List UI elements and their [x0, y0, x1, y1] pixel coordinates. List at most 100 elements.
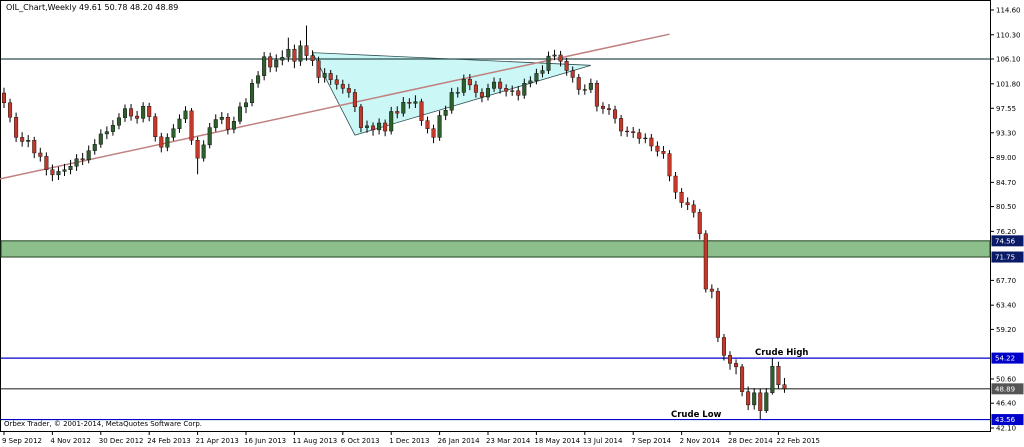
candle-body [431, 128, 436, 138]
candle-body [540, 70, 545, 74]
candle-body [74, 158, 79, 167]
candle-body [473, 84, 478, 93]
candle-body [116, 117, 121, 126]
candle-body [207, 127, 212, 146]
candle-body [443, 110, 448, 116]
candle-body [292, 48, 297, 62]
candle-body [129, 108, 134, 117]
candle-body [322, 73, 327, 78]
candle-body [86, 150, 91, 161]
candle-body [365, 125, 370, 128]
candle-body [413, 101, 418, 104]
candle-body [141, 106, 146, 119]
candle-body [274, 59, 279, 68]
price-box [991, 414, 1024, 426]
x-tick-label: 11 Aug 2013 [292, 437, 337, 445]
y-tick-label: 42.10 [996, 424, 1016, 432]
candle-body [56, 171, 61, 176]
candle-body [752, 392, 757, 406]
candle-body [546, 55, 551, 71]
candle-body [110, 125, 115, 132]
candle-body [570, 70, 575, 78]
y-tick-label: 67.70 [996, 277, 1016, 285]
candle-body [401, 102, 406, 114]
candle-body [504, 88, 509, 92]
candle-body [770, 366, 775, 394]
candle-body [516, 90, 521, 96]
candle-body [298, 45, 303, 62]
candle-body [201, 144, 206, 159]
candle-body [613, 109, 618, 119]
price-label: 71.75 [995, 254, 1015, 262]
support-zone [0, 240, 991, 258]
candle-body [582, 89, 587, 91]
y-tick-label: 59.20 [996, 326, 1016, 334]
candle-body [250, 82, 255, 104]
candle-body [122, 108, 127, 118]
x-tick-label: 22 Feb 2015 [776, 437, 820, 445]
candle-body [371, 125, 376, 131]
candle-body [231, 121, 236, 130]
price-box [991, 383, 1024, 395]
candle-body [479, 92, 484, 98]
x-tick-label: 23 Mar 2014 [486, 437, 531, 445]
y-tick-label: 97.55 [996, 105, 1016, 113]
candle-body [437, 115, 442, 138]
candle-body [498, 81, 503, 89]
y-tick-label: 110.30 [996, 31, 1021, 39]
candle-body [358, 106, 363, 128]
candle-body [455, 92, 460, 94]
price-label: 48.89 [995, 385, 1015, 393]
x-tick-label: 6 Oct 2013 [341, 437, 380, 445]
candle-body [195, 140, 200, 159]
candle-body [625, 130, 630, 133]
candle-body [171, 128, 176, 138]
candle-body [340, 84, 345, 89]
plot-layer [0, 25, 991, 421]
candle-body [776, 366, 781, 385]
candle-body [576, 77, 581, 90]
candle-body [558, 54, 563, 62]
y-tick-label: 93.30 [996, 129, 1016, 137]
candle-body [528, 80, 533, 84]
candle-body [104, 131, 109, 135]
candle-body [407, 102, 412, 104]
candle-body [256, 75, 261, 84]
trendline [0, 33, 670, 180]
candle-body [395, 111, 400, 114]
candle-body [80, 158, 85, 161]
candle-body [268, 56, 273, 68]
candle-body [425, 120, 430, 129]
x-tick-label: 26 Jan 2014 [438, 437, 481, 445]
y-tick-label: 46.40 [996, 400, 1016, 408]
price-box [991, 352, 1024, 364]
candle-body [764, 392, 769, 411]
candle-body [734, 363, 739, 368]
y-tick-label: 63.40 [996, 302, 1016, 310]
candle-body [728, 355, 733, 364]
y-tick-label: 80.50 [996, 203, 1016, 211]
candle-body [213, 119, 218, 128]
candle-body [92, 144, 97, 151]
candle-body [346, 88, 351, 93]
annotation: Crude High [755, 348, 808, 358]
x-tick-label: 16 Jun 2013 [244, 437, 286, 445]
candle-body [419, 101, 424, 121]
candle-body [8, 102, 13, 118]
x-tick-label: 18 May 2014 [534, 437, 580, 445]
candle-body [310, 55, 315, 61]
candle-body [280, 57, 285, 61]
candle-body [98, 133, 103, 145]
candle-body [534, 73, 539, 82]
candle-body [607, 108, 612, 110]
candle-body [697, 212, 702, 234]
candle-body [691, 204, 696, 213]
candle-body [26, 140, 31, 142]
candle-body [600, 106, 605, 109]
candle-body [20, 137, 25, 142]
candle-body [588, 82, 593, 90]
y-tick-label: 114.60 [996, 6, 1021, 14]
x-tick-label: 4 Nov 2012 [50, 437, 90, 445]
